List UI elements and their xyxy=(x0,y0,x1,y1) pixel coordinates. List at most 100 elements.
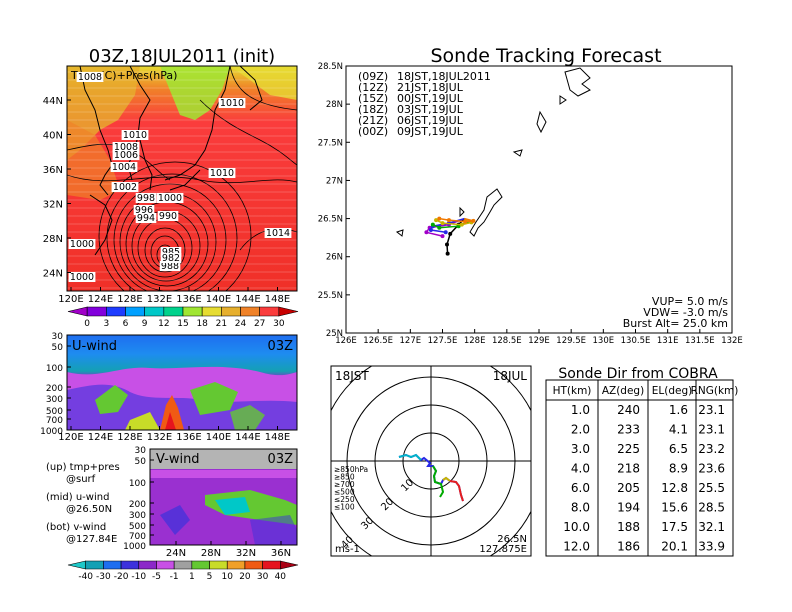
polar-unit-label: ms-1 xyxy=(335,544,360,555)
table-title: Sonde Dir from COBRA xyxy=(558,366,718,382)
temp-colorbar-cell xyxy=(221,306,241,317)
v-p-label: 100 xyxy=(129,479,146,489)
table-cell: 10.0 xyxy=(563,520,590,534)
table-cell: 4.1 xyxy=(669,423,688,437)
table-header-cell: EL(deg) xyxy=(652,385,692,397)
track-point xyxy=(471,218,476,223)
track-point xyxy=(424,230,429,235)
table-cell: 218 xyxy=(617,462,640,476)
u-p-label: 100 xyxy=(46,364,63,374)
wind-colorbar-cell xyxy=(191,560,210,570)
pressure-label: 994 xyxy=(137,213,155,224)
wind-colorbar-cell xyxy=(156,560,175,570)
pressure-label-box xyxy=(111,182,139,192)
temp-colorbar-cell xyxy=(163,306,184,317)
v-p-label: 50 xyxy=(135,457,147,467)
map-lon-label: 120E xyxy=(58,294,83,305)
polar-level-entry: ≤250 xyxy=(334,495,355,504)
track-lon-label: 126E xyxy=(335,336,357,346)
temperature-colorbar: 0 3 6 9 12 15 18 21 24 27 30 xyxy=(67,306,299,329)
pressure-label: 1004 xyxy=(112,162,136,173)
u-lon-label: 128E xyxy=(117,432,142,443)
table-cell: 240 xyxy=(617,403,640,417)
table-cell: 205 xyxy=(617,481,640,495)
wind-colorbar-cell xyxy=(173,560,193,570)
pressure-label-box xyxy=(160,253,182,263)
track-lon-label: 128.5E xyxy=(492,336,522,346)
track-point xyxy=(445,251,450,256)
pressure-label: 982 xyxy=(162,253,180,264)
v-p-label: 1000 xyxy=(123,542,146,552)
wind-colorbar-cell xyxy=(138,560,157,570)
track-lon-label: 131.5E xyxy=(685,336,715,346)
temp-colorbar-label: 27 xyxy=(254,319,265,329)
wind-colorbar-cell xyxy=(262,560,281,570)
temp-colorbar-cell xyxy=(240,306,260,317)
u-wind-time: 03Z xyxy=(268,339,294,354)
track-coastlines xyxy=(395,67,591,237)
track-point xyxy=(437,225,442,230)
map-lat-label: 24N xyxy=(43,269,63,280)
pressure-label: 1010 xyxy=(220,98,244,109)
pressure-label: 1008 xyxy=(114,142,138,153)
table-cell: 188 xyxy=(617,520,640,534)
pressure-label: 985 xyxy=(162,247,180,258)
track-lon-label: 127.5E xyxy=(428,336,458,346)
table-cell: 25.5 xyxy=(698,481,725,495)
table-cell: 225 xyxy=(617,442,640,456)
track-point xyxy=(445,242,450,247)
table-cell: 17.5 xyxy=(661,520,688,534)
temp-colorbar-label: 3 xyxy=(103,319,109,329)
map-lat-label: 28N xyxy=(43,234,63,245)
u-wind-label: U-wind xyxy=(72,339,117,354)
map-lat-label: 32N xyxy=(43,200,63,211)
map-lat-label: 44N xyxy=(43,96,63,107)
polar-time-label: 18JST xyxy=(335,369,369,383)
map-frame xyxy=(66,65,298,292)
track-lat-label: 27N xyxy=(326,176,343,186)
v-lat-label: 32N xyxy=(236,548,256,559)
pressure-label-box xyxy=(135,193,157,203)
table-cell: 15.6 xyxy=(661,501,688,515)
pressure-label-box xyxy=(133,205,155,215)
param-burst: Burst Alt= 25.0 km xyxy=(623,317,728,330)
map-lon-label: 124E xyxy=(88,294,113,305)
pressure-label: 1002 xyxy=(113,182,137,193)
wind-colorbar-cell xyxy=(226,560,246,570)
pressure-label-box xyxy=(156,193,184,203)
wind-colorbar: -40 -30 -20 -10 -5 -1 1 5 10 20 30 40 xyxy=(67,560,299,582)
pressure-label: 998 xyxy=(137,193,155,204)
table-cell: 186 xyxy=(617,540,640,554)
polar-location-lat: 26.5N xyxy=(497,534,527,545)
wind-colorbar-label: 5 xyxy=(207,572,213,582)
track-lat-label: 26.5N xyxy=(318,215,343,225)
map-lat-label: 40N xyxy=(43,131,63,142)
u-p-label: 1000 xyxy=(40,427,63,437)
wind-colorbar-label: -10 xyxy=(131,572,146,582)
wind-colorbar-label: 20 xyxy=(239,572,251,582)
track-lat-label: 25.5N xyxy=(318,291,343,301)
track-lon-label: 129E xyxy=(528,336,550,346)
pressure-label-box xyxy=(112,142,140,152)
legend-mid-sub: @26.50N xyxy=(66,504,112,515)
wind-colorbar-label: 40 xyxy=(275,572,287,582)
wind-colorbar-label: 10 xyxy=(222,572,234,582)
track-lon-label: 127E xyxy=(400,336,422,346)
table-border xyxy=(545,379,734,557)
table-cell: 20.1 xyxy=(661,540,688,554)
map-lon-label: 148E xyxy=(265,294,290,305)
table-header-cell: AZ(deg) xyxy=(602,385,644,397)
table-cell: 23.2 xyxy=(698,442,725,456)
track-legend-key: (00Z) xyxy=(358,125,388,138)
temp-colorbar-cell xyxy=(86,306,107,317)
temp-colorbar-label: 30 xyxy=(273,319,285,329)
legend-bot-sub: @127.84E xyxy=(66,534,117,545)
track-point xyxy=(434,218,439,223)
pressure-label: 1010 xyxy=(123,130,147,141)
u-wind-lon-ticks: 120E 124E 128E 132E 136E 140E 144E 148E xyxy=(58,426,290,443)
map-lon-label: 128E xyxy=(117,294,142,305)
track-legend-value: 18JST,18JUL2011 xyxy=(397,70,491,83)
u-p-label: 30 xyxy=(52,332,64,342)
